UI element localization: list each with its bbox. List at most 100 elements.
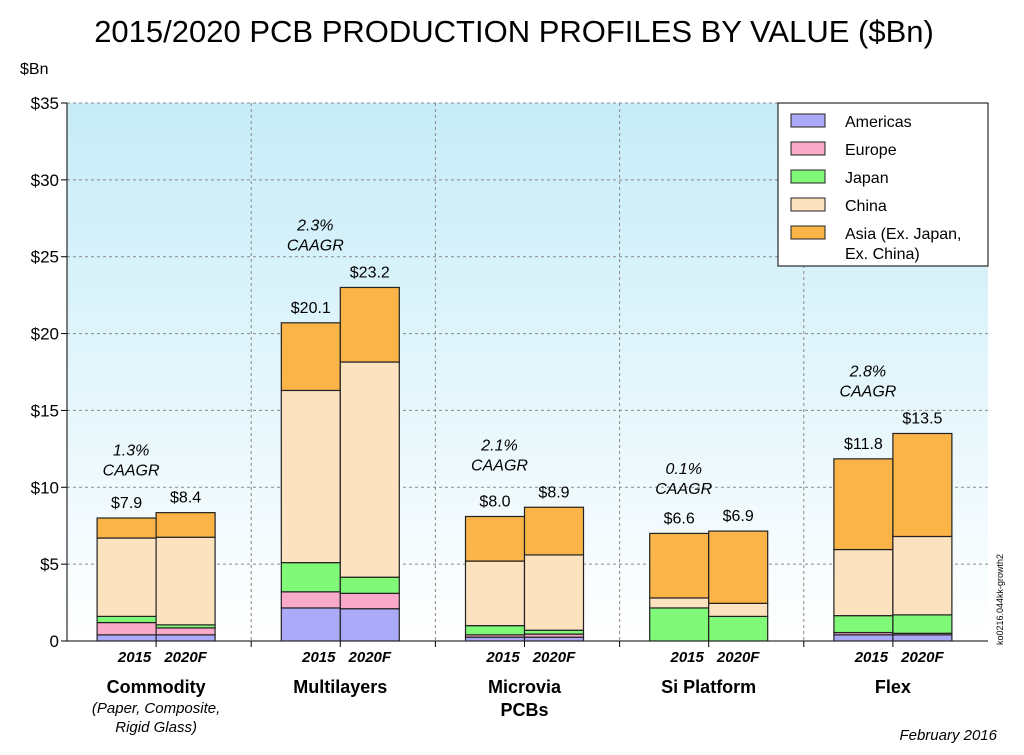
legend-swatch (790, 225, 826, 240)
bar-segment-asia (708, 530, 769, 604)
bar-segment-china (523, 554, 585, 631)
y-tick-label: 0 (50, 632, 59, 651)
cagr-label: CAAGR (471, 457, 528, 474)
x-tick-label-year: 2015 (854, 649, 889, 666)
bar-segment-europe (280, 591, 341, 609)
bar-segment-china (280, 389, 341, 564)
cagr-value: 2.3% (296, 217, 333, 234)
legend-label: Japan (845, 170, 889, 187)
bar-segment-japan (892, 614, 953, 634)
bar-segment-japan (96, 615, 157, 624)
cagr-label: CAAGR (839, 383, 896, 400)
y-tick-label: $35 (31, 94, 59, 113)
legend-label: Asia (Ex. Japan, (845, 226, 962, 243)
legend-label: Ex. China) (845, 246, 920, 263)
bar-segment-japan (708, 615, 769, 642)
x-tick-label-year: 2015 (117, 649, 152, 666)
bar-segment-americas (96, 634, 157, 642)
bar-total-label: $13.5 (902, 410, 942, 427)
date-annotation: February 2016 (899, 727, 997, 744)
cagr-label: CAAGR (103, 463, 160, 480)
bar-segment-japan (649, 607, 710, 642)
legend-swatch (790, 169, 826, 184)
legend-label: Americas (845, 114, 912, 131)
x-group-label: Microvia (488, 677, 562, 697)
bar-segment-europe (155, 627, 216, 636)
bar-segment-asia (833, 458, 894, 551)
y-tick-label: $30 (31, 171, 59, 190)
legend-label: China (845, 198, 887, 215)
bar-total-label: $6.9 (723, 508, 754, 525)
bar-segment-europe (339, 592, 400, 610)
x-group-label: Commodity (107, 677, 206, 697)
x-group-label: Multilayers (293, 677, 387, 697)
bar-total-label: $11.8 (844, 436, 883, 453)
x-group-sublabel: PCBs (500, 700, 548, 720)
bar-segment-japan (280, 562, 341, 593)
bar-segment-china (464, 560, 526, 627)
bar-segment-americas (339, 608, 400, 642)
cagr-value: 1.3% (113, 443, 149, 460)
legend-swatch (790, 141, 826, 156)
bar-segment-japan (339, 576, 400, 594)
bar-segment-europe (96, 621, 157, 636)
bar-total-label: $6.6 (664, 510, 695, 527)
bar-segment-asia (339, 286, 400, 363)
code-annotation: ko0216.044kk-growth2 (995, 554, 1005, 645)
bar-total-label: $20.1 (291, 300, 331, 317)
x-tick-label-year: 2015 (485, 649, 520, 666)
x-tick-label-year: 2020F (900, 649, 944, 666)
y-tick-label: $10 (31, 478, 59, 497)
x-group-label: Flex (875, 677, 911, 697)
bar-segment-asia (96, 517, 157, 539)
bar-segment-china (892, 535, 953, 616)
x-group-sublabel: (Paper, Composite, (92, 700, 220, 717)
cagr-label: CAAGR (655, 481, 712, 498)
bar-total-label: $8.9 (538, 484, 569, 501)
y-axis-label: $Bn (20, 61, 48, 78)
bar-total-label: $23.2 (350, 264, 390, 281)
bar-segment-americas (892, 634, 953, 642)
y-tick-label: $20 (31, 325, 59, 344)
bar-segment-japan (833, 615, 894, 634)
bar-segment-asia (523, 506, 585, 556)
x-tick-label-year: 2020F (716, 649, 760, 666)
bar-segment-china (339, 361, 400, 578)
y-tick-label: $25 (31, 248, 59, 267)
bar-segment-china (649, 597, 710, 609)
y-tick-label: $5 (40, 555, 59, 574)
chart-title: 2015/2020 PCB PRODUCTION PROFILES BY VAL… (94, 14, 934, 49)
bar-total-label: $8.4 (170, 490, 201, 507)
legend-label: Europe (845, 142, 897, 159)
bar-segment-asia (155, 512, 216, 538)
cagr-label: CAAGR (287, 237, 344, 254)
x-tick-label-year: 2020F (163, 649, 207, 666)
bar-segment-china (96, 537, 157, 618)
bar-segment-americas (155, 634, 216, 642)
bar-segment-china (833, 548, 894, 617)
bar-segment-china (708, 602, 769, 618)
bar-segment-asia (892, 432, 953, 538)
bar-segment-asia (280, 322, 341, 392)
bar-total-label: $8.0 (479, 493, 510, 510)
x-tick-label-year: 2020F (532, 649, 576, 666)
x-tick-label-year: 2015 (670, 649, 705, 666)
cagr-value: 2.8% (849, 363, 886, 380)
bar-segment-japan (464, 625, 526, 636)
cagr-value: 0.1% (665, 461, 701, 478)
x-group-sublabel: Rigid Glass) (115, 719, 197, 736)
x-tick-label-year: 2020F (348, 649, 392, 666)
bar-segment-asia (464, 515, 526, 562)
x-tick-label-year: 2015 (301, 649, 336, 666)
bar-segment-china (155, 536, 216, 626)
bar-segment-asia (649, 532, 710, 599)
bar-segment-americas (280, 607, 341, 642)
bar-segment-americas (833, 634, 894, 642)
legend-swatch (790, 113, 826, 128)
cagr-value: 2.1% (480, 437, 517, 454)
legend-swatch (790, 197, 826, 212)
x-group-label: Si Platform (661, 677, 756, 697)
bar-total-label: $7.9 (111, 495, 142, 512)
y-tick-label: $15 (31, 401, 59, 420)
